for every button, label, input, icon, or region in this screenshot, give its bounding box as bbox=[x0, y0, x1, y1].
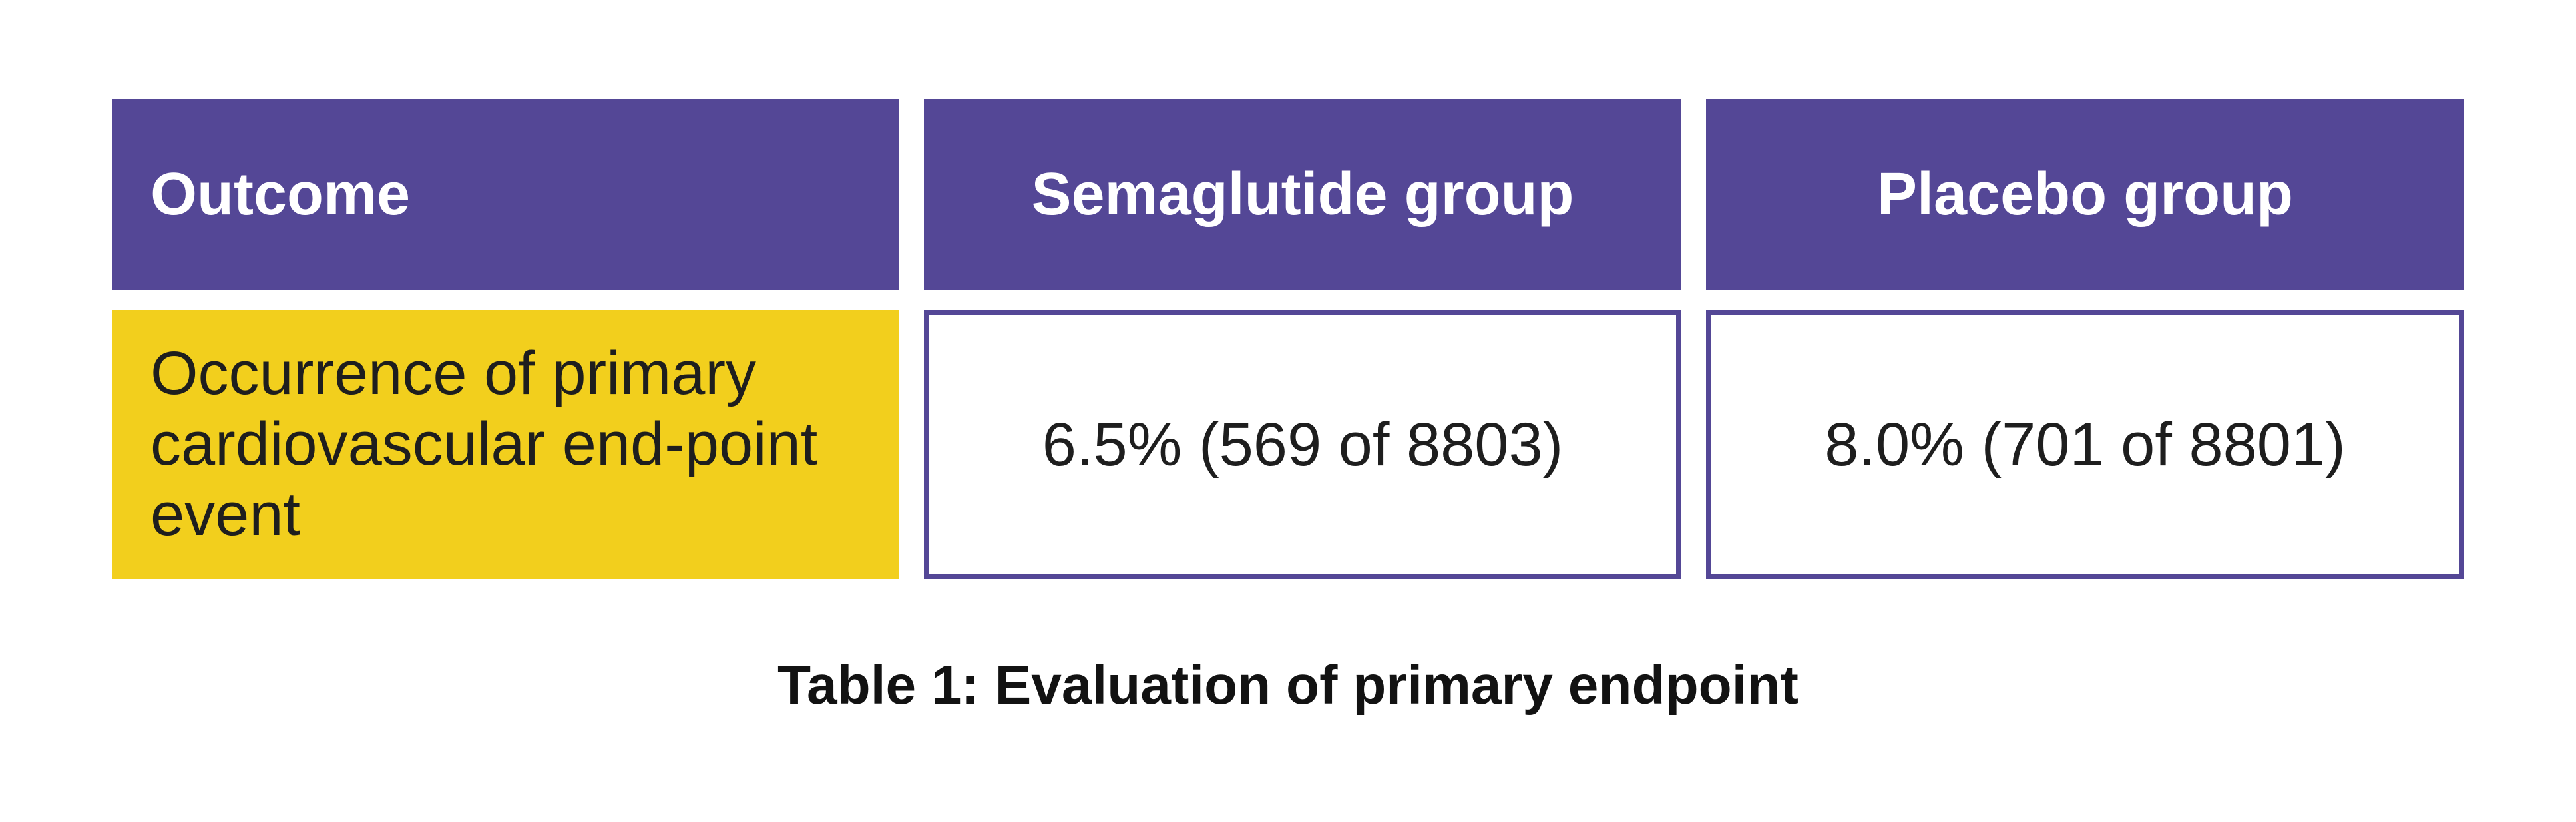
outcome-line-1: Occurrence of primary bbox=[150, 339, 757, 408]
header-cell-placebo-group: Placebo group bbox=[1706, 99, 2464, 290]
header-cell-outcome: Outcome bbox=[112, 99, 899, 290]
outcome-cell: Occurrence of primary cardiovascular end… bbox=[112, 310, 899, 579]
outcome-line-2: cardiovascular end-point bbox=[150, 410, 818, 479]
placebo-value-cell: 8.0% (701 of 8801) bbox=[1706, 310, 2464, 579]
semaglutide-value-cell: 6.5% (569 of 8803) bbox=[924, 310, 1681, 579]
header-cell-semaglutide-group: Semaglutide group bbox=[924, 99, 1681, 290]
results-table: Outcome Semaglutide group Placebo group … bbox=[112, 99, 2464, 579]
outcome-line-3: event bbox=[150, 480, 301, 548]
table-caption: Table 1: Evaluation of primary endpoint bbox=[777, 655, 1799, 716]
